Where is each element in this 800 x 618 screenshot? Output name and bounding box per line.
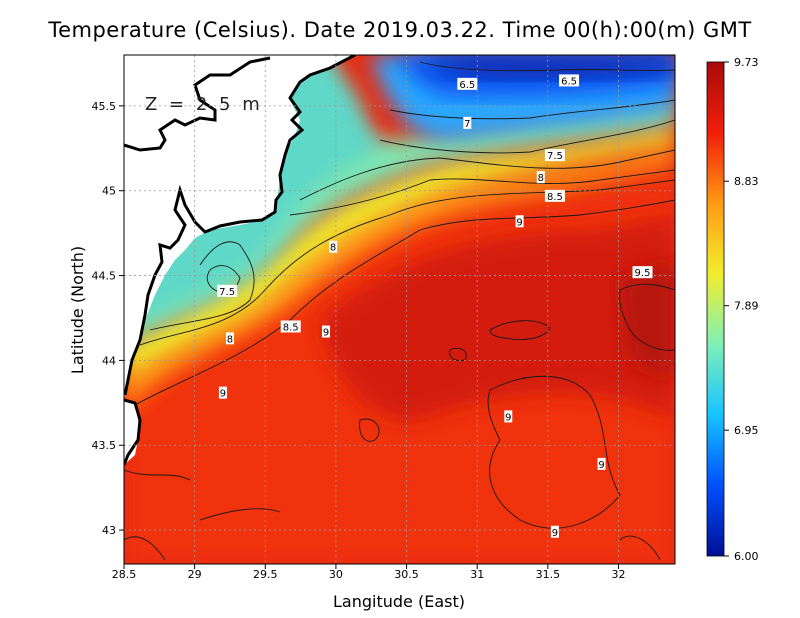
contour-label: 7.5: [547, 151, 563, 162]
temperature-field: [124, 55, 675, 564]
contour-label: 7.5: [219, 287, 235, 298]
x-axis-ticks: 28.5 29 29.5 30 30.5 31 31.5 32: [112, 564, 625, 581]
x-axis-label: Langitude (East): [333, 592, 465, 611]
contour-label-bg: [280, 320, 301, 333]
coastline: [124, 55, 356, 396]
y-tick-label: 45: [102, 185, 116, 198]
contour-label: 6.5: [561, 76, 577, 87]
colorbar-tick-label: 9.73: [734, 56, 759, 69]
contour-label-bg: [217, 284, 238, 297]
x-tick-label: 28.5: [112, 568, 137, 581]
contour-label-bg: [504, 410, 513, 423]
contour-label: 9: [220, 389, 226, 400]
contour-label-bg: [515, 215, 524, 228]
x-tick-label: 31.5: [536, 568, 561, 581]
colorbar-tick-label: 8.83: [734, 175, 759, 188]
land-mass: [124, 55, 355, 400]
contour-label-bg: [544, 149, 565, 162]
contour-label: 8: [227, 334, 233, 345]
contour-label-bg: [218, 386, 227, 399]
colorbar-tick-label: 6.00: [734, 550, 759, 563]
y-tick-label: 44.5: [92, 270, 117, 283]
x-tick-label: 29: [188, 568, 202, 581]
map-title: Temperature (Celsius). Date 2019.03.22. …: [48, 18, 752, 42]
x-tick-label: 31: [470, 568, 484, 581]
contour-label-bg: [544, 189, 565, 202]
contour-label: 9: [323, 328, 329, 339]
colorbar-ticks: 9.73 8.83 7.89 6.95 6.00: [724, 56, 759, 563]
contour-label: 9: [598, 460, 604, 471]
contour-label-bg: [457, 77, 478, 90]
x-tick-label: 29.5: [253, 568, 278, 581]
contour-label-bg: [632, 266, 653, 279]
contour-label: 8: [330, 243, 336, 254]
contour-label: 6.5: [459, 80, 475, 91]
y-tick-label: 43.5: [92, 439, 117, 452]
y-axis-ticks: 43 43.5 44 44.5 45 45.5: [92, 100, 124, 537]
contour-label: 7: [464, 119, 470, 130]
contour-label-bg: [329, 240, 338, 253]
contour-label: 8: [538, 173, 544, 184]
x-tick-label: 32: [611, 568, 625, 581]
y-tick-label: 45.5: [92, 100, 117, 113]
contour-label: 9.5: [635, 268, 651, 279]
x-tick-label: 30: [329, 568, 343, 581]
contour-label-bg: [536, 171, 545, 184]
contour-label-bg: [550, 525, 559, 538]
contour-label: 9: [552, 528, 558, 539]
x-tick-label: 30.5: [394, 568, 419, 581]
contour-label-bg: [597, 457, 606, 470]
y-tick-label: 44: [102, 354, 116, 367]
colorbar-tick-label: 6.95: [734, 424, 759, 437]
contour-label-bg: [463, 116, 472, 129]
contour-label: 9: [505, 412, 511, 423]
contour-label: 8.5: [547, 192, 563, 203]
plot-frame: [123, 54, 676, 565]
gridlines: [124, 55, 675, 564]
contour-label: 9: [516, 217, 522, 228]
y-tick-label: 43: [102, 524, 116, 537]
colorbar: [706, 61, 725, 557]
contour-label-bg: [559, 74, 580, 87]
y-axis-label: Latitude (North): [68, 246, 87, 374]
depth-label: Z = 2.5 m: [145, 94, 263, 115]
colorbar-tick-label: 7.89: [734, 300, 759, 313]
contour-label: 8.5: [283, 322, 299, 333]
contour-label-bg: [322, 325, 331, 338]
contour-label-bg: [225, 332, 234, 345]
